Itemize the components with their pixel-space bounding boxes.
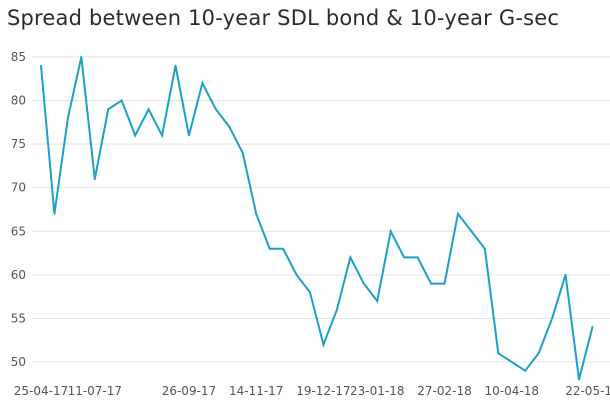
data-point <box>551 317 554 320</box>
data-point <box>322 343 325 346</box>
x-tick-label: 25-04-17 <box>14 384 68 398</box>
x-tick-label: 27-02-18 <box>417 384 471 398</box>
x-tick-label: 26-09-17 <box>162 384 216 398</box>
data-point <box>147 108 150 111</box>
data-point <box>295 273 298 276</box>
data-point <box>564 273 567 276</box>
data-point <box>228 125 231 128</box>
data-point <box>107 108 110 111</box>
y-tick-label: 80 <box>11 94 26 108</box>
data-point <box>120 99 123 102</box>
x-tick-label: 23-01-18 <box>350 384 404 398</box>
data-point <box>335 308 338 311</box>
y-tick-label: 65 <box>11 224 26 238</box>
data-point <box>403 256 406 259</box>
data-point <box>40 64 42 67</box>
series-layer <box>40 56 594 381</box>
data-point <box>349 256 352 259</box>
data-point <box>214 108 217 111</box>
data-point <box>161 134 164 137</box>
data-point <box>376 300 379 302</box>
y-axis-labels: 50 55 60 65 70 75 80 85 <box>11 50 26 369</box>
data-point <box>497 352 500 355</box>
data-point <box>430 282 433 285</box>
data-point <box>174 64 177 67</box>
data-point <box>456 212 459 215</box>
data-point <box>470 230 473 233</box>
y-tick-label: 70 <box>11 181 26 195</box>
data-point <box>483 247 486 250</box>
chart-title: Spread between 10-year SDL bond & 10-yea… <box>7 6 560 30</box>
x-tick-label: 14-11-17 <box>229 384 283 398</box>
series-line-0 <box>40 56 594 380</box>
data-point <box>416 256 419 259</box>
data-point <box>241 151 244 154</box>
data-point <box>268 247 271 250</box>
data-point <box>53 212 56 215</box>
data-point <box>389 230 392 233</box>
y-tick-label: 55 <box>11 311 26 325</box>
data-point <box>309 291 311 294</box>
x-tick-label: 19-12-17 <box>296 384 350 398</box>
data-point <box>93 178 96 180</box>
data-point <box>201 82 204 85</box>
data-point <box>578 378 580 381</box>
y-tick-label: 85 <box>11 50 26 64</box>
x-tick-label: 22-05-18 <box>565 384 610 398</box>
data-point <box>282 247 285 250</box>
y-tick-label: 75 <box>11 137 26 151</box>
data-point <box>524 369 527 372</box>
data-point <box>187 134 190 137</box>
data-point <box>537 352 540 355</box>
data-point <box>591 326 594 329</box>
data-point <box>362 282 365 285</box>
x-tick-label: 10-04-18 <box>485 384 539 398</box>
x-axis-labels: 25-04-17 11-07-17 26-09-17 14-11-17 19-12-17… <box>14 384 610 398</box>
x-tick-label: 11-07-17 <box>68 384 122 398</box>
grid-layer <box>32 56 610 363</box>
y-tick-label: 60 <box>11 268 26 282</box>
data-point <box>255 212 258 215</box>
data-point <box>443 282 446 285</box>
data-point <box>66 117 69 119</box>
data-point <box>134 134 137 137</box>
y-tick-label: 50 <box>11 355 26 369</box>
data-point <box>80 56 83 58</box>
